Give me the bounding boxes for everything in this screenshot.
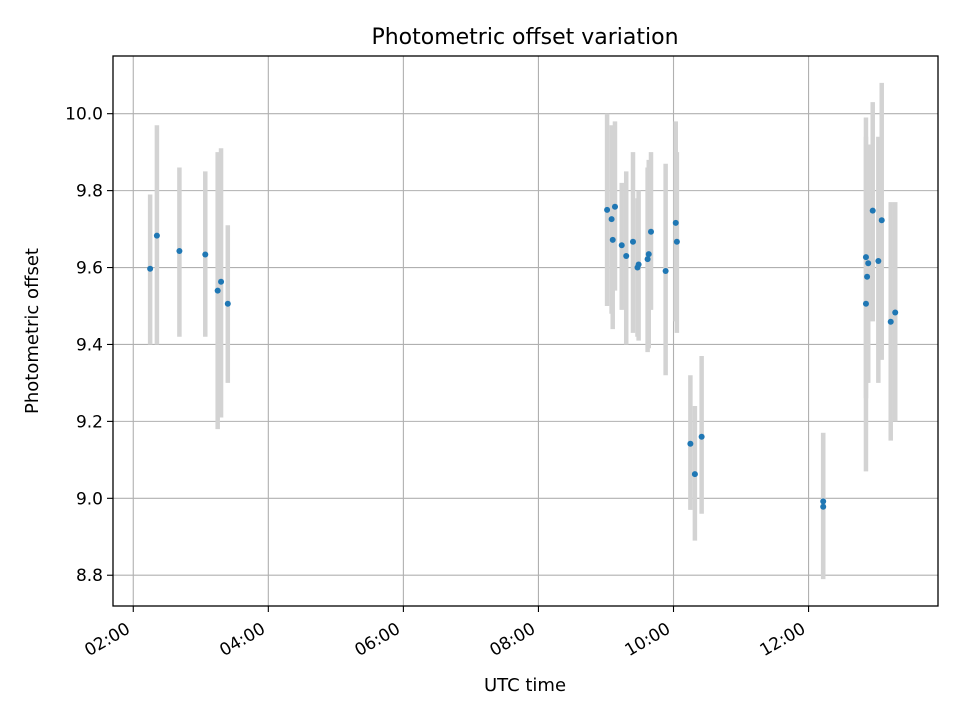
data-point [609,236,616,243]
x-tick-label: 12:00 [757,619,809,661]
x-tick-label: 10:00 [622,619,674,661]
data-point [865,260,872,267]
x-axis-label: UTC time [484,675,566,696]
data-point [862,300,869,307]
data-point [864,273,871,280]
data-point [176,248,183,254]
data-point [218,278,225,285]
y-axis: 8.8 9.0 9.2 9.4 9.6 9.8 10.0 [65,105,113,586]
x-tick-label: 08:00 [487,619,539,661]
data-point [647,228,654,235]
data-point [608,216,615,223]
data-point [635,261,642,268]
y-tick-label: 9.2 [76,412,103,432]
data-point [869,207,876,214]
y-tick-label: 9.4 [76,335,103,355]
y-tick-label: 9.0 [76,489,103,509]
y-tick-label: 10.0 [65,105,103,125]
data-point [629,238,636,245]
data-point [672,219,679,226]
data-point [224,300,231,307]
x-tick-label: 04:00 [216,619,268,661]
data-point [691,471,698,478]
data-point [147,265,154,272]
y-tick-label: 8.8 [76,566,103,586]
data-point [820,498,827,505]
plot-frame [112,55,939,607]
data-point [645,251,652,258]
data-point [887,318,894,325]
grid-lines [113,56,938,606]
x-tick-label: 06:00 [351,619,403,661]
data-point [878,217,885,224]
x-axis: 02:00 04:00 06:00 08:00 10:00 12:00 [81,606,810,661]
data-point [644,256,651,263]
data-point [611,203,618,210]
data-point [623,253,630,259]
y-axis-label: Photometric offset [22,248,43,414]
y-tick-label: 9.8 [76,182,103,202]
data-point [202,251,209,258]
y-tick-label: 9.6 [76,259,103,279]
data-point [153,232,160,239]
data-point [862,254,869,261]
data-point [673,238,680,245]
data-point [618,242,625,249]
data-point [214,287,221,294]
x-tick-label: 02:00 [81,619,133,661]
error-bars [147,82,898,580]
chart-title: Photometric offset variation [371,25,678,50]
data-point [698,433,705,440]
data-point [687,440,694,447]
data-points [147,203,899,510]
data-point [875,258,882,264]
data-point [820,503,827,510]
data-point [662,268,669,274]
data-point [604,206,611,213]
data-point [892,309,899,316]
